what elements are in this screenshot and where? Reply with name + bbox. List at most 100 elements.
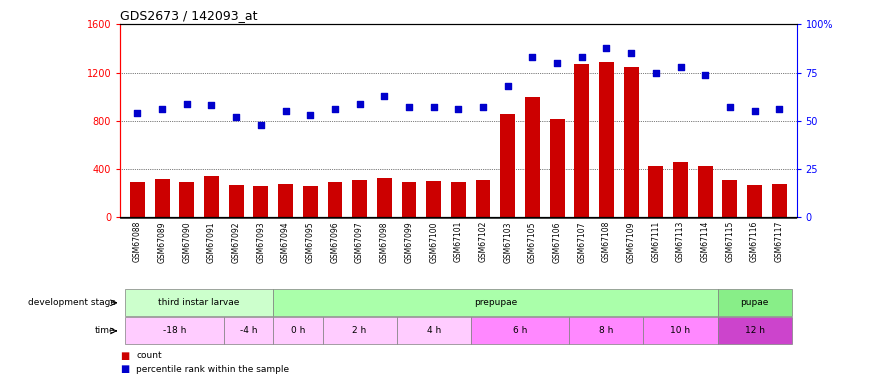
Text: count: count <box>136 351 162 360</box>
Text: 12 h: 12 h <box>745 326 765 335</box>
Text: GSM67100: GSM67100 <box>429 221 438 262</box>
Bar <box>624 67 638 218</box>
Bar <box>273 317 322 344</box>
Text: 2 h: 2 h <box>352 326 367 335</box>
Text: GSM67105: GSM67105 <box>528 221 537 262</box>
Text: GSM67098: GSM67098 <box>380 221 389 262</box>
Text: GSM67111: GSM67111 <box>651 221 660 262</box>
Bar <box>471 317 570 344</box>
Bar <box>130 183 145 218</box>
Point <box>599 45 613 51</box>
Point <box>575 54 589 60</box>
Text: GSM67089: GSM67089 <box>158 221 166 262</box>
Text: -18 h: -18 h <box>163 326 186 335</box>
Point <box>476 104 490 110</box>
Text: GSM67091: GSM67091 <box>207 221 216 262</box>
Text: GSM67095: GSM67095 <box>306 221 315 262</box>
Point <box>698 72 712 78</box>
Bar <box>303 186 318 218</box>
Bar <box>376 178 392 218</box>
Bar <box>180 183 194 218</box>
Text: GSM67092: GSM67092 <box>231 221 240 262</box>
Text: GSM67096: GSM67096 <box>330 221 339 262</box>
Bar <box>401 182 417 218</box>
Text: GDS2673 / 142093_at: GDS2673 / 142093_at <box>120 9 257 22</box>
Text: GSM67094: GSM67094 <box>281 221 290 262</box>
Text: GSM67116: GSM67116 <box>750 221 759 262</box>
Point <box>180 100 194 106</box>
Bar <box>717 290 791 316</box>
Point <box>649 70 663 76</box>
Text: prepupae: prepupae <box>473 298 517 307</box>
Text: time: time <box>95 326 116 335</box>
Bar <box>273 290 717 316</box>
Text: pupae: pupae <box>740 298 769 307</box>
Bar <box>500 114 515 218</box>
Point <box>303 112 318 118</box>
Text: 4 h: 4 h <box>426 326 441 335</box>
Bar <box>397 317 471 344</box>
Point <box>773 106 787 112</box>
Bar <box>748 185 762 218</box>
Text: 8 h: 8 h <box>599 326 613 335</box>
Point <box>550 60 564 66</box>
Bar <box>570 317 643 344</box>
Bar <box>772 184 787 218</box>
Text: GSM67117: GSM67117 <box>775 221 784 262</box>
Text: GSM67107: GSM67107 <box>578 221 587 262</box>
Text: third instar larvae: third instar larvae <box>158 298 239 307</box>
Bar <box>125 317 223 344</box>
Point <box>748 108 762 114</box>
Point <box>525 54 539 60</box>
Text: GSM67113: GSM67113 <box>676 221 685 262</box>
Text: 10 h: 10 h <box>670 326 691 335</box>
Bar <box>717 317 791 344</box>
Text: 6 h: 6 h <box>513 326 527 335</box>
Text: GSM67101: GSM67101 <box>454 221 463 262</box>
Text: ■: ■ <box>120 364 129 374</box>
Point <box>229 114 243 120</box>
Text: GSM67106: GSM67106 <box>553 221 562 262</box>
Bar <box>673 162 688 218</box>
Bar <box>352 180 367 218</box>
Point <box>328 106 342 112</box>
Bar <box>254 186 268 218</box>
Bar <box>723 180 737 218</box>
Bar <box>279 184 293 218</box>
Text: GSM67109: GSM67109 <box>627 221 635 262</box>
Point <box>451 106 465 112</box>
Point <box>155 106 169 112</box>
Bar <box>223 317 273 344</box>
Bar <box>328 183 343 218</box>
Text: GSM67097: GSM67097 <box>355 221 364 262</box>
Bar <box>475 180 490 218</box>
Bar <box>649 166 663 218</box>
Text: GSM67103: GSM67103 <box>503 221 513 262</box>
Point <box>674 64 688 70</box>
Text: GSM67102: GSM67102 <box>479 221 488 262</box>
Text: GSM67115: GSM67115 <box>725 221 734 262</box>
Point <box>352 100 367 106</box>
Bar <box>550 118 564 218</box>
Text: GSM67090: GSM67090 <box>182 221 191 262</box>
Bar <box>451 182 465 218</box>
Bar <box>426 181 441 218</box>
Point <box>377 93 392 99</box>
Text: GSM67114: GSM67114 <box>700 221 709 262</box>
Text: development stage: development stage <box>28 298 116 307</box>
Bar <box>229 185 244 218</box>
Bar <box>125 290 273 316</box>
Bar <box>698 166 713 218</box>
Point <box>402 104 417 110</box>
Bar <box>643 317 717 344</box>
Point <box>723 104 737 110</box>
Text: GSM67093: GSM67093 <box>256 221 265 262</box>
Point <box>254 122 268 128</box>
Point <box>500 83 514 89</box>
Point <box>426 104 441 110</box>
Text: percentile rank within the sample: percentile rank within the sample <box>136 364 289 374</box>
Point <box>205 102 219 108</box>
Text: GSM67088: GSM67088 <box>133 221 142 262</box>
Point <box>279 108 293 114</box>
Text: 0 h: 0 h <box>291 326 305 335</box>
